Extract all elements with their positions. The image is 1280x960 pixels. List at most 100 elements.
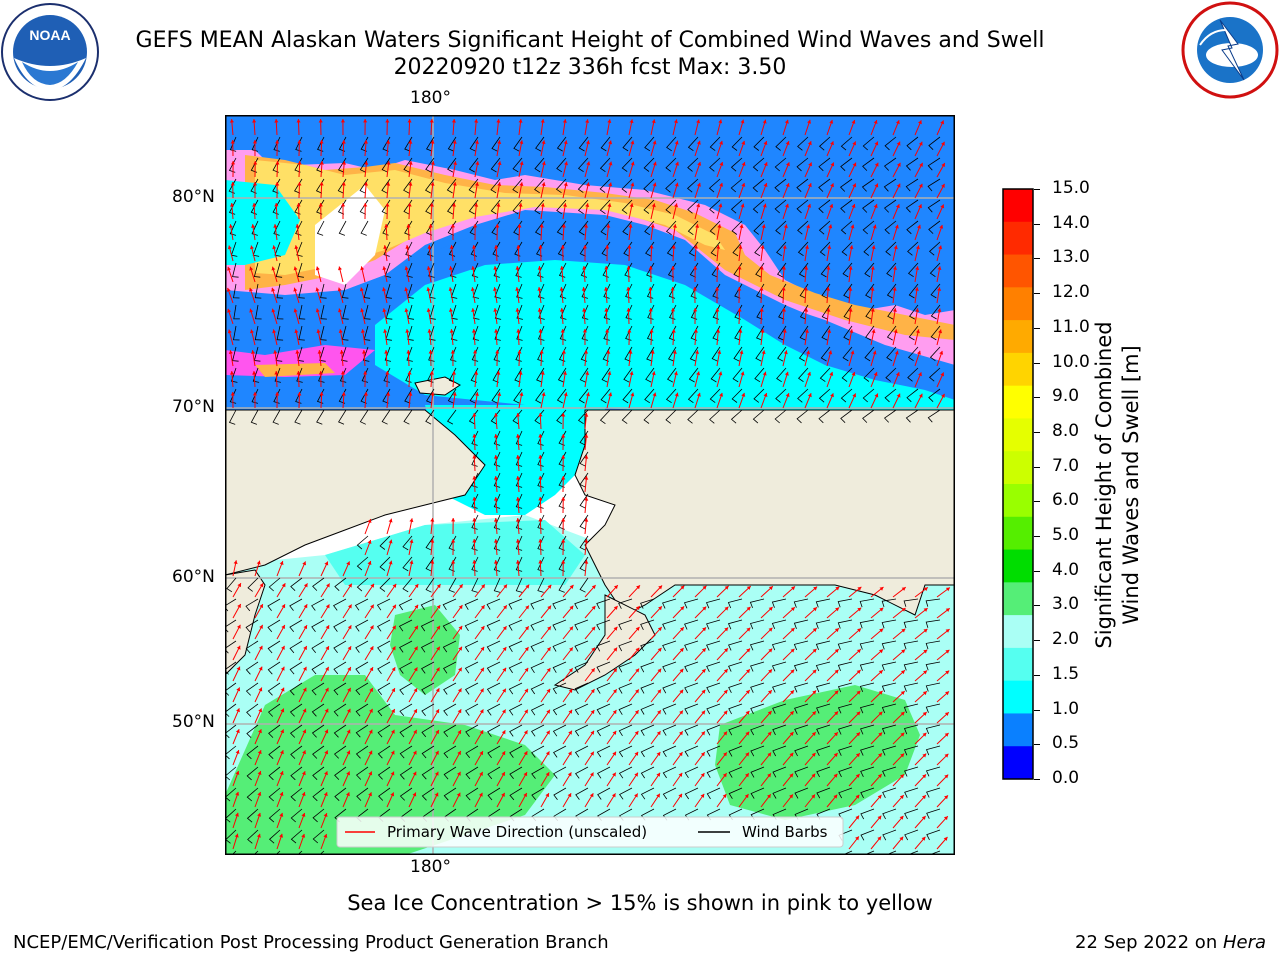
- wave-arrow-head: [545, 772, 550, 777]
- wind-barb: [384, 262, 392, 278]
- wind-barb: [927, 409, 941, 423]
- wind-barb: [421, 787, 435, 801]
- wave-arrow-head: [693, 329, 698, 333]
- wave-arrow-head: [877, 794, 882, 799]
- wave-arrow-head: [404, 308, 409, 313]
- wind-barb: [749, 640, 765, 651]
- wave-arrow-head: [585, 140, 590, 145]
- wind-barb: [689, 346, 699, 362]
- wave-arrow-head: [740, 119, 745, 124]
- wave-arrow-head: [434, 771, 439, 776]
- wind-barb: [311, 724, 325, 738]
- wave-arrow-head: [879, 649, 883, 654]
- wave-arrow-head: [895, 120, 900, 125]
- wind-barb: [603, 304, 611, 320]
- wind-barb: [728, 724, 743, 736]
- wave-arrow-head: [537, 266, 542, 270]
- wind-barb: [273, 388, 281, 404]
- wind-barb: [537, 514, 545, 530]
- wave-arrow-head: [943, 816, 948, 821]
- wave-arrow-head: [539, 224, 544, 228]
- wind-barb: [863, 367, 875, 382]
- wave-arrow-head: [807, 393, 812, 398]
- wind-barb: [712, 325, 721, 341]
- colorbar-tick-mark: [1034, 397, 1040, 399]
- wave-arrow-head: [370, 583, 374, 588]
- wave-arrow-head: [811, 794, 815, 799]
- lat-label-60n: 60°N: [172, 567, 215, 587]
- wave-arrow-head: [541, 161, 546, 166]
- wind-barb: [464, 598, 479, 610]
- wind-barb: [298, 283, 305, 299]
- wave-arrow-head: [812, 669, 817, 674]
- wind-barb: [450, 283, 458, 299]
- wave-arrow-head: [724, 648, 728, 653]
- wind-barb: [579, 472, 589, 488]
- wave-arrow-head: [367, 519, 372, 523]
- wind-barb: [662, 766, 677, 779]
- wave-arrow-head: [560, 245, 565, 249]
- wind-barb: [421, 766, 435, 780]
- wave-arrow-head: [561, 350, 566, 354]
- wave-arrow-head: [428, 224, 433, 228]
- wind-barb: [797, 241, 809, 257]
- wave-arrow-head: [429, 119, 434, 123]
- wave-arrow-head: [785, 393, 790, 398]
- wave-arrow-head: [940, 372, 944, 377]
- wave-arrow-head: [915, 308, 920, 312]
- wind-barb: [860, 787, 875, 799]
- wave-arrow-head: [652, 392, 657, 397]
- wave-arrow-head: [538, 476, 543, 480]
- wind-barb: [622, 136, 633, 152]
- wave-arrow-head: [537, 287, 542, 291]
- wave-arrow-head: [807, 183, 812, 188]
- wind-barb: [600, 388, 611, 404]
- wave-arrow-head: [452, 182, 457, 186]
- wind-barb: [399, 787, 413, 801]
- wave-arrow-head: [658, 606, 662, 611]
- wave-arrow-head: [768, 690, 772, 695]
- wave-arrow-head: [701, 731, 705, 736]
- wind-barb: [577, 178, 589, 193]
- wave-arrow-head: [406, 350, 411, 354]
- wave-arrow-head: [257, 792, 262, 796]
- wind-barb: [774, 199, 787, 214]
- wind-barb: [619, 787, 633, 800]
- wind-barb: [643, 157, 655, 172]
- wind-barb: [793, 640, 809, 651]
- wind-barb: [859, 640, 875, 650]
- wave-arrow-head: [590, 730, 594, 735]
- wave-arrow-head: [804, 308, 809, 312]
- wave-arrow-head: [879, 587, 884, 591]
- wind-barb: [706, 745, 721, 757]
- wave-arrow-head: [280, 729, 284, 734]
- wind-barb: [819, 367, 831, 382]
- wave-arrow-head: [852, 393, 856, 398]
- wind-barb: [881, 703, 897, 714]
- wave-arrow-head: [715, 287, 720, 291]
- wind-barb: [537, 325, 545, 341]
- wave-arrow-head: [613, 689, 617, 694]
- wind-barb: [290, 766, 303, 781]
- wind-barb: [794, 787, 809, 799]
- wave-arrow-head: [855, 794, 860, 799]
- wave-arrow-head: [611, 793, 616, 798]
- wind-barb: [640, 787, 655, 800]
- wind-barb: [556, 136, 567, 152]
- wind-barb: [749, 598, 765, 609]
- wind-barb: [421, 703, 435, 716]
- wave-arrow-head: [226, 287, 231, 292]
- wave-arrow-head: [252, 140, 257, 144]
- wind-barb: [447, 157, 457, 173]
- wave-arrow-head: [227, 266, 231, 271]
- wave-arrow-head: [325, 687, 329, 692]
- wave-arrow-head: [767, 794, 771, 799]
- wind-barb: [531, 745, 545, 758]
- wind-barb: [709, 157, 721, 172]
- wind-barb: [799, 325, 809, 341]
- wave-arrow-head: [392, 583, 397, 588]
- wave-arrow-head: [235, 812, 239, 817]
- wave-arrow-head: [457, 751, 461, 755]
- wave-arrow-head: [363, 119, 368, 123]
- wave-arrow-head: [562, 203, 567, 207]
